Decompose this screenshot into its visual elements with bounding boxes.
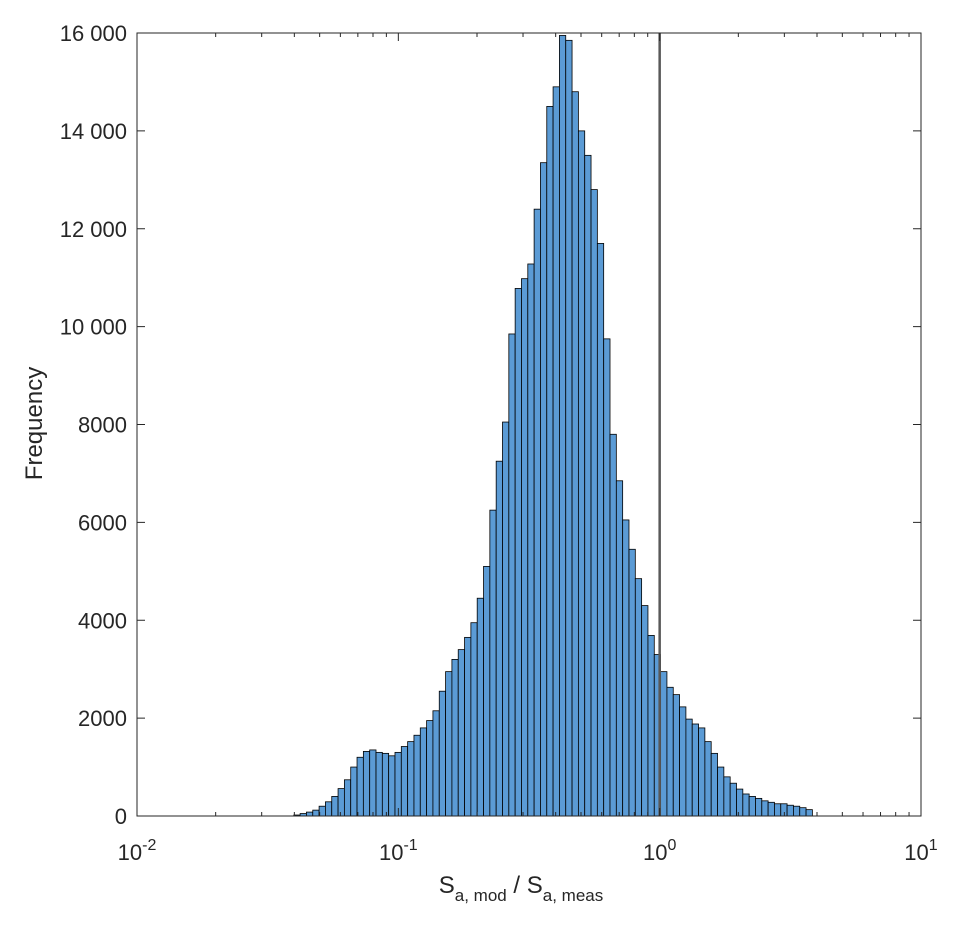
x-axis-label: Sa, mod / Sa, meas [439,872,604,905]
histogram-bar [381,752,390,817]
histogram-bar [533,208,541,817]
histogram-bar [356,756,364,817]
histogram-bar [325,801,333,817]
histogram-bar [736,788,744,817]
histogram-bar [445,671,453,817]
histogram-bar [622,519,630,817]
histogram-bar [432,710,440,817]
histogram-bar [615,480,624,817]
histogram-bar [476,597,484,817]
histogram-bar [495,460,503,817]
histogram-bar [527,263,535,817]
x-axis-ticks [136,33,910,816]
histogram-bar [679,706,687,817]
y-tick-label: 6000 [78,510,127,535]
x-axis-tick-labels: 10-2 10-1 100 101 [118,837,938,865]
histogram-bar [660,671,668,817]
histogram-bar [609,433,617,817]
histogram-bar [584,154,592,817]
x-tick-label: 10-1 [379,837,418,865]
histogram-bar [470,622,478,817]
histogram-bar [710,752,718,817]
histogram-bar [559,35,567,817]
histogram-bar [350,766,358,817]
histogram-bar [508,333,516,817]
histogram-bar [394,751,402,817]
histogram-bar [761,800,769,817]
y-tick-label: 10 000 [60,315,127,340]
histogram-bar [540,162,548,817]
histogram-bar [704,741,712,817]
histogram-bar [565,39,573,817]
histogram-bar [666,686,674,817]
histogram-bar [603,338,611,817]
histogram-bar [413,734,421,817]
histogram-bar [596,243,605,817]
histogram-bar [793,805,801,817]
histogram-bars [293,35,813,817]
histogram-bar [691,723,699,817]
histogram-bar [805,809,813,817]
histogram-bar [755,797,763,817]
histogram-bar [514,288,522,817]
histogram-bar [306,811,314,817]
histogram-bar [343,779,352,817]
histogram-bar [717,766,725,817]
histogram-bar [685,718,693,817]
histogram-bar [641,605,649,817]
histogram-bar [552,86,560,817]
histogram-bar [577,130,586,817]
histogram-bar [698,727,706,817]
histogram-bar [786,804,794,817]
histogram-bar [799,807,807,817]
x-tick-label: 100 [643,837,676,865]
histogram-bar [331,796,339,817]
y-tick-label: 2000 [78,706,127,731]
histogram-bar [388,755,396,817]
histogram-bar [774,803,782,817]
y-axis-tick-labels: 0 2000 4000 6000 8000 10 000 12 000 14 000 16 00… [60,21,127,829]
y-tick-label: 12 000 [60,217,127,242]
histogram-bar [571,91,579,817]
histogram-bar [767,801,775,817]
histogram-bar [723,776,731,817]
histogram-bar [483,566,491,817]
y-axis-label: Frequency [21,367,48,480]
histogram-bar [590,189,598,817]
histogram-bar [400,746,409,817]
histogram-bar [502,421,510,817]
histogram-bar [489,509,497,817]
histogram-bar [312,809,320,817]
histogram-bar [362,751,371,817]
x-tick-label: 101 [904,837,937,865]
histogram-bar [419,727,428,817]
histogram-bar [628,548,636,817]
histogram-bar [451,659,459,817]
histogram-bar [369,749,377,817]
histogram-bar [546,106,554,817]
y-axis-ticks [137,32,921,817]
histogram-bar [634,578,643,817]
histogram-bar [748,796,756,817]
y-tick-label: 4000 [78,608,127,633]
histogram-bar [438,690,446,817]
histogram-bar [457,649,465,817]
histogram-bar [464,636,472,817]
histogram-bar [426,720,434,817]
histogram-bar [521,278,529,817]
y-tick-label: 14 000 [60,119,127,144]
histogram-bar [375,751,383,817]
histogram-bar [742,793,750,817]
histogram-bar [337,788,345,817]
y-tick-label: 8000 [78,413,127,438]
histogram-bar [729,782,737,817]
histogram-bar [672,694,680,817]
x-tick-label: 10-2 [118,837,157,865]
y-tick-label: 0 [115,804,127,829]
y-tick-label: 16 000 [60,21,127,46]
histogram-bar [407,741,415,817]
histogram-bar [647,635,655,817]
